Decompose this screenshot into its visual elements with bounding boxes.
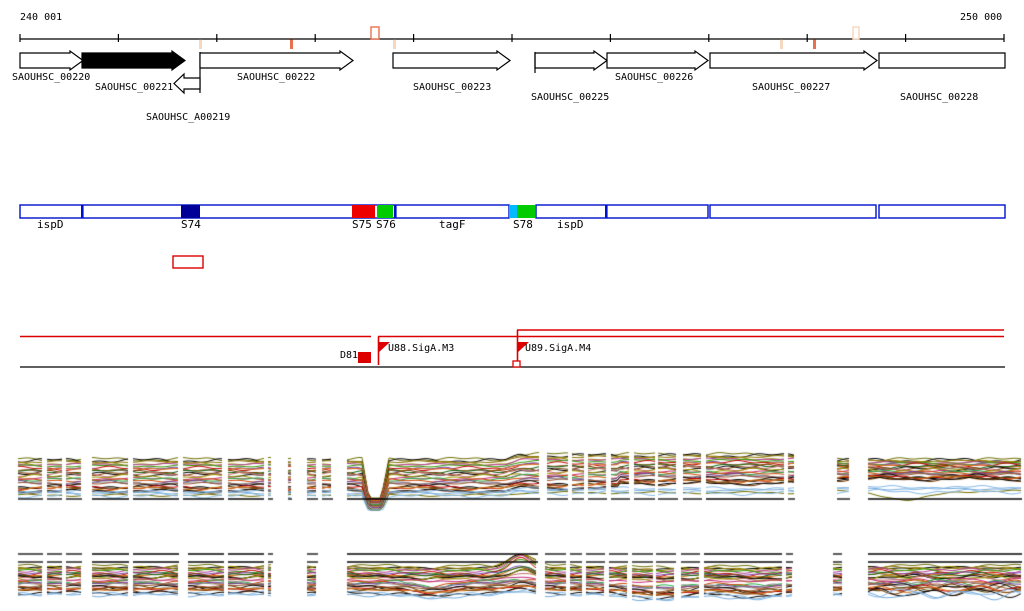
gene-label: SAOUHSC_00222 bbox=[237, 72, 316, 83]
ruler-annotation-mark[interactable] bbox=[199, 39, 202, 50]
feature-label: D81 bbox=[340, 350, 359, 361]
gene-arrow-SAOUHSC_00228[interactable] bbox=[878, 52, 1006, 69]
ruler-end-label: 250 000 bbox=[960, 12, 1003, 23]
gene-arrow-SAOUHSC_00221[interactable] bbox=[81, 49, 187, 72]
gene-label: SAOUHSC_A00219 bbox=[146, 112, 231, 123]
annotation-segment-box[interactable] bbox=[709, 204, 877, 219]
ruler-annotation-box[interactable] bbox=[370, 26, 380, 40]
feature-label: U88.SigA.M3 bbox=[388, 343, 455, 354]
feature-label: U89.SigA.M4 bbox=[525, 343, 592, 354]
gene-arrow-SAOUHSC_00226[interactable] bbox=[606, 49, 710, 72]
gene-label: SAOUHSC_00221 bbox=[95, 82, 174, 93]
annotation-divider bbox=[81, 205, 84, 218]
annotation-label: S76 bbox=[376, 218, 396, 231]
annotation-segment-box[interactable] bbox=[878, 204, 1006, 219]
terminator-box[interactable] bbox=[358, 352, 371, 363]
promoter-base-box[interactable] bbox=[512, 360, 521, 368]
gene-label: SAOUHSC_00226 bbox=[615, 72, 694, 83]
selected-region-box[interactable] bbox=[172, 255, 204, 269]
S74-block[interactable] bbox=[181, 205, 200, 218]
annotation-label: ispD bbox=[37, 218, 64, 231]
S78-block[interactable] bbox=[517, 205, 535, 218]
S78-cyan-block[interactable] bbox=[509, 205, 517, 218]
gene-label: SAOUHSC_00227 bbox=[752, 82, 831, 93]
ruler-annotation-mark[interactable] bbox=[780, 39, 783, 50]
gene-arrow-SAOUHSC_00225[interactable] bbox=[534, 49, 609, 72]
ruler-annotation-box[interactable] bbox=[852, 26, 860, 40]
promoter-flag[interactable] bbox=[378, 342, 390, 353]
promoter-flag[interactable] bbox=[517, 342, 529, 353]
ruler-annotation-mark[interactable] bbox=[813, 39, 816, 50]
annotation-divider bbox=[605, 205, 608, 218]
annotation-label: S75 bbox=[352, 218, 372, 231]
S76-block[interactable] bbox=[377, 205, 393, 218]
gene-arrow-SAOUHSC_00223[interactable] bbox=[392, 49, 512, 72]
ruler-start-label: 240 001 bbox=[20, 12, 63, 23]
annotation-segment-box[interactable] bbox=[535, 204, 709, 219]
annotation-label: S74 bbox=[181, 218, 201, 231]
annotation-label: tagF bbox=[439, 218, 466, 231]
gene-arrow-SAOUHSC_00222[interactable] bbox=[199, 49, 355, 72]
gene-arrow-SAOUHSC_00220[interactable] bbox=[19, 49, 85, 72]
ruler-annotation-mark[interactable] bbox=[393, 39, 396, 50]
gene-arrow-SAOUHSC_00227[interactable] bbox=[709, 49, 879, 72]
annotation-label: ispD bbox=[557, 218, 584, 231]
annotation-divider bbox=[394, 205, 397, 218]
gene-label: SAOUHSC_00223 bbox=[413, 82, 492, 93]
annotation-segment-box[interactable] bbox=[19, 204, 510, 219]
S75-block[interactable] bbox=[352, 205, 375, 218]
gene-label: SAOUHSC_00228 bbox=[900, 92, 979, 103]
ruler-annotation-mark[interactable] bbox=[290, 39, 293, 50]
gene-arrow-SAOUHSC_A00219[interactable] bbox=[173, 72, 201, 95]
annotation-label: S78 bbox=[513, 218, 533, 231]
gene-label: SAOUHSC_00220 bbox=[12, 72, 91, 83]
gene-label: SAOUHSC_00225 bbox=[531, 92, 610, 103]
